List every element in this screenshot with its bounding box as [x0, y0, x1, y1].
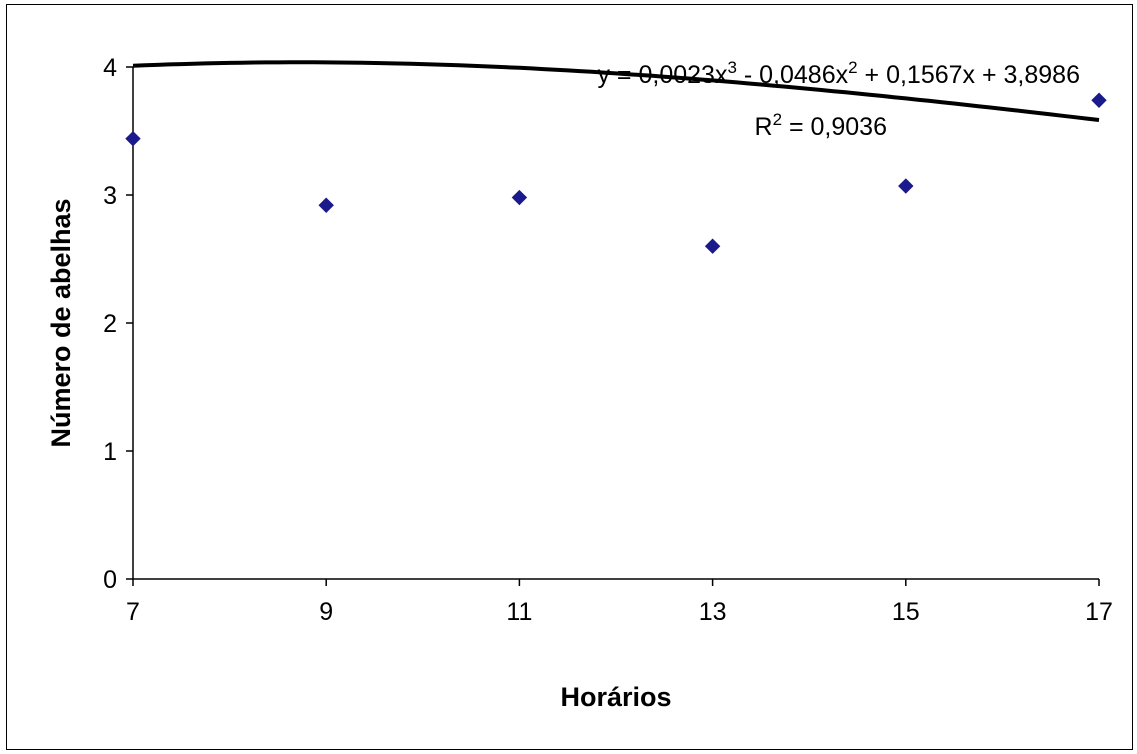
data-point — [125, 130, 141, 147]
x-ticks: 7 9 11 13 15 17 — [126, 579, 1113, 626]
x-tick-label: 7 — [126, 598, 140, 626]
equation-label: y = 0,0023x3 - 0,0486x2 + 0,1567x + 3,89… — [597, 58, 1080, 89]
y-tick-label: 4 — [103, 54, 117, 82]
data-point — [704, 238, 721, 254]
trendline — [132, 60, 1100, 122]
r2-label: R2 = 0,9036 — [755, 110, 888, 141]
y-tick-label: 0 — [103, 566, 117, 594]
x-tick-label: 17 — [1085, 598, 1113, 626]
x-tick-label: 15 — [892, 598, 920, 626]
x-axis-title: Horários — [560, 682, 671, 712]
y-tick-label: 3 — [103, 182, 117, 210]
data-point — [318, 197, 334, 213]
y-tick-label: 1 — [103, 438, 117, 466]
x-tick-label: 9 — [319, 598, 333, 626]
chart-frame — [6, 4, 1133, 750]
plot-area: 0 1 2 3 4 7 9 11 13 15 17 — [103, 54, 1113, 626]
data-point — [511, 189, 528, 206]
y-ticks: 0 1 2 3 4 — [103, 54, 133, 594]
data-points — [125, 92, 1107, 254]
y-axis-title: Número de abelhas — [46, 198, 76, 447]
x-tick-label: 11 — [506, 598, 532, 626]
y-tick-label: 2 — [103, 310, 117, 338]
data-point — [1091, 92, 1107, 108]
data-point — [898, 178, 914, 194]
x-tick-label: 13 — [699, 598, 727, 626]
